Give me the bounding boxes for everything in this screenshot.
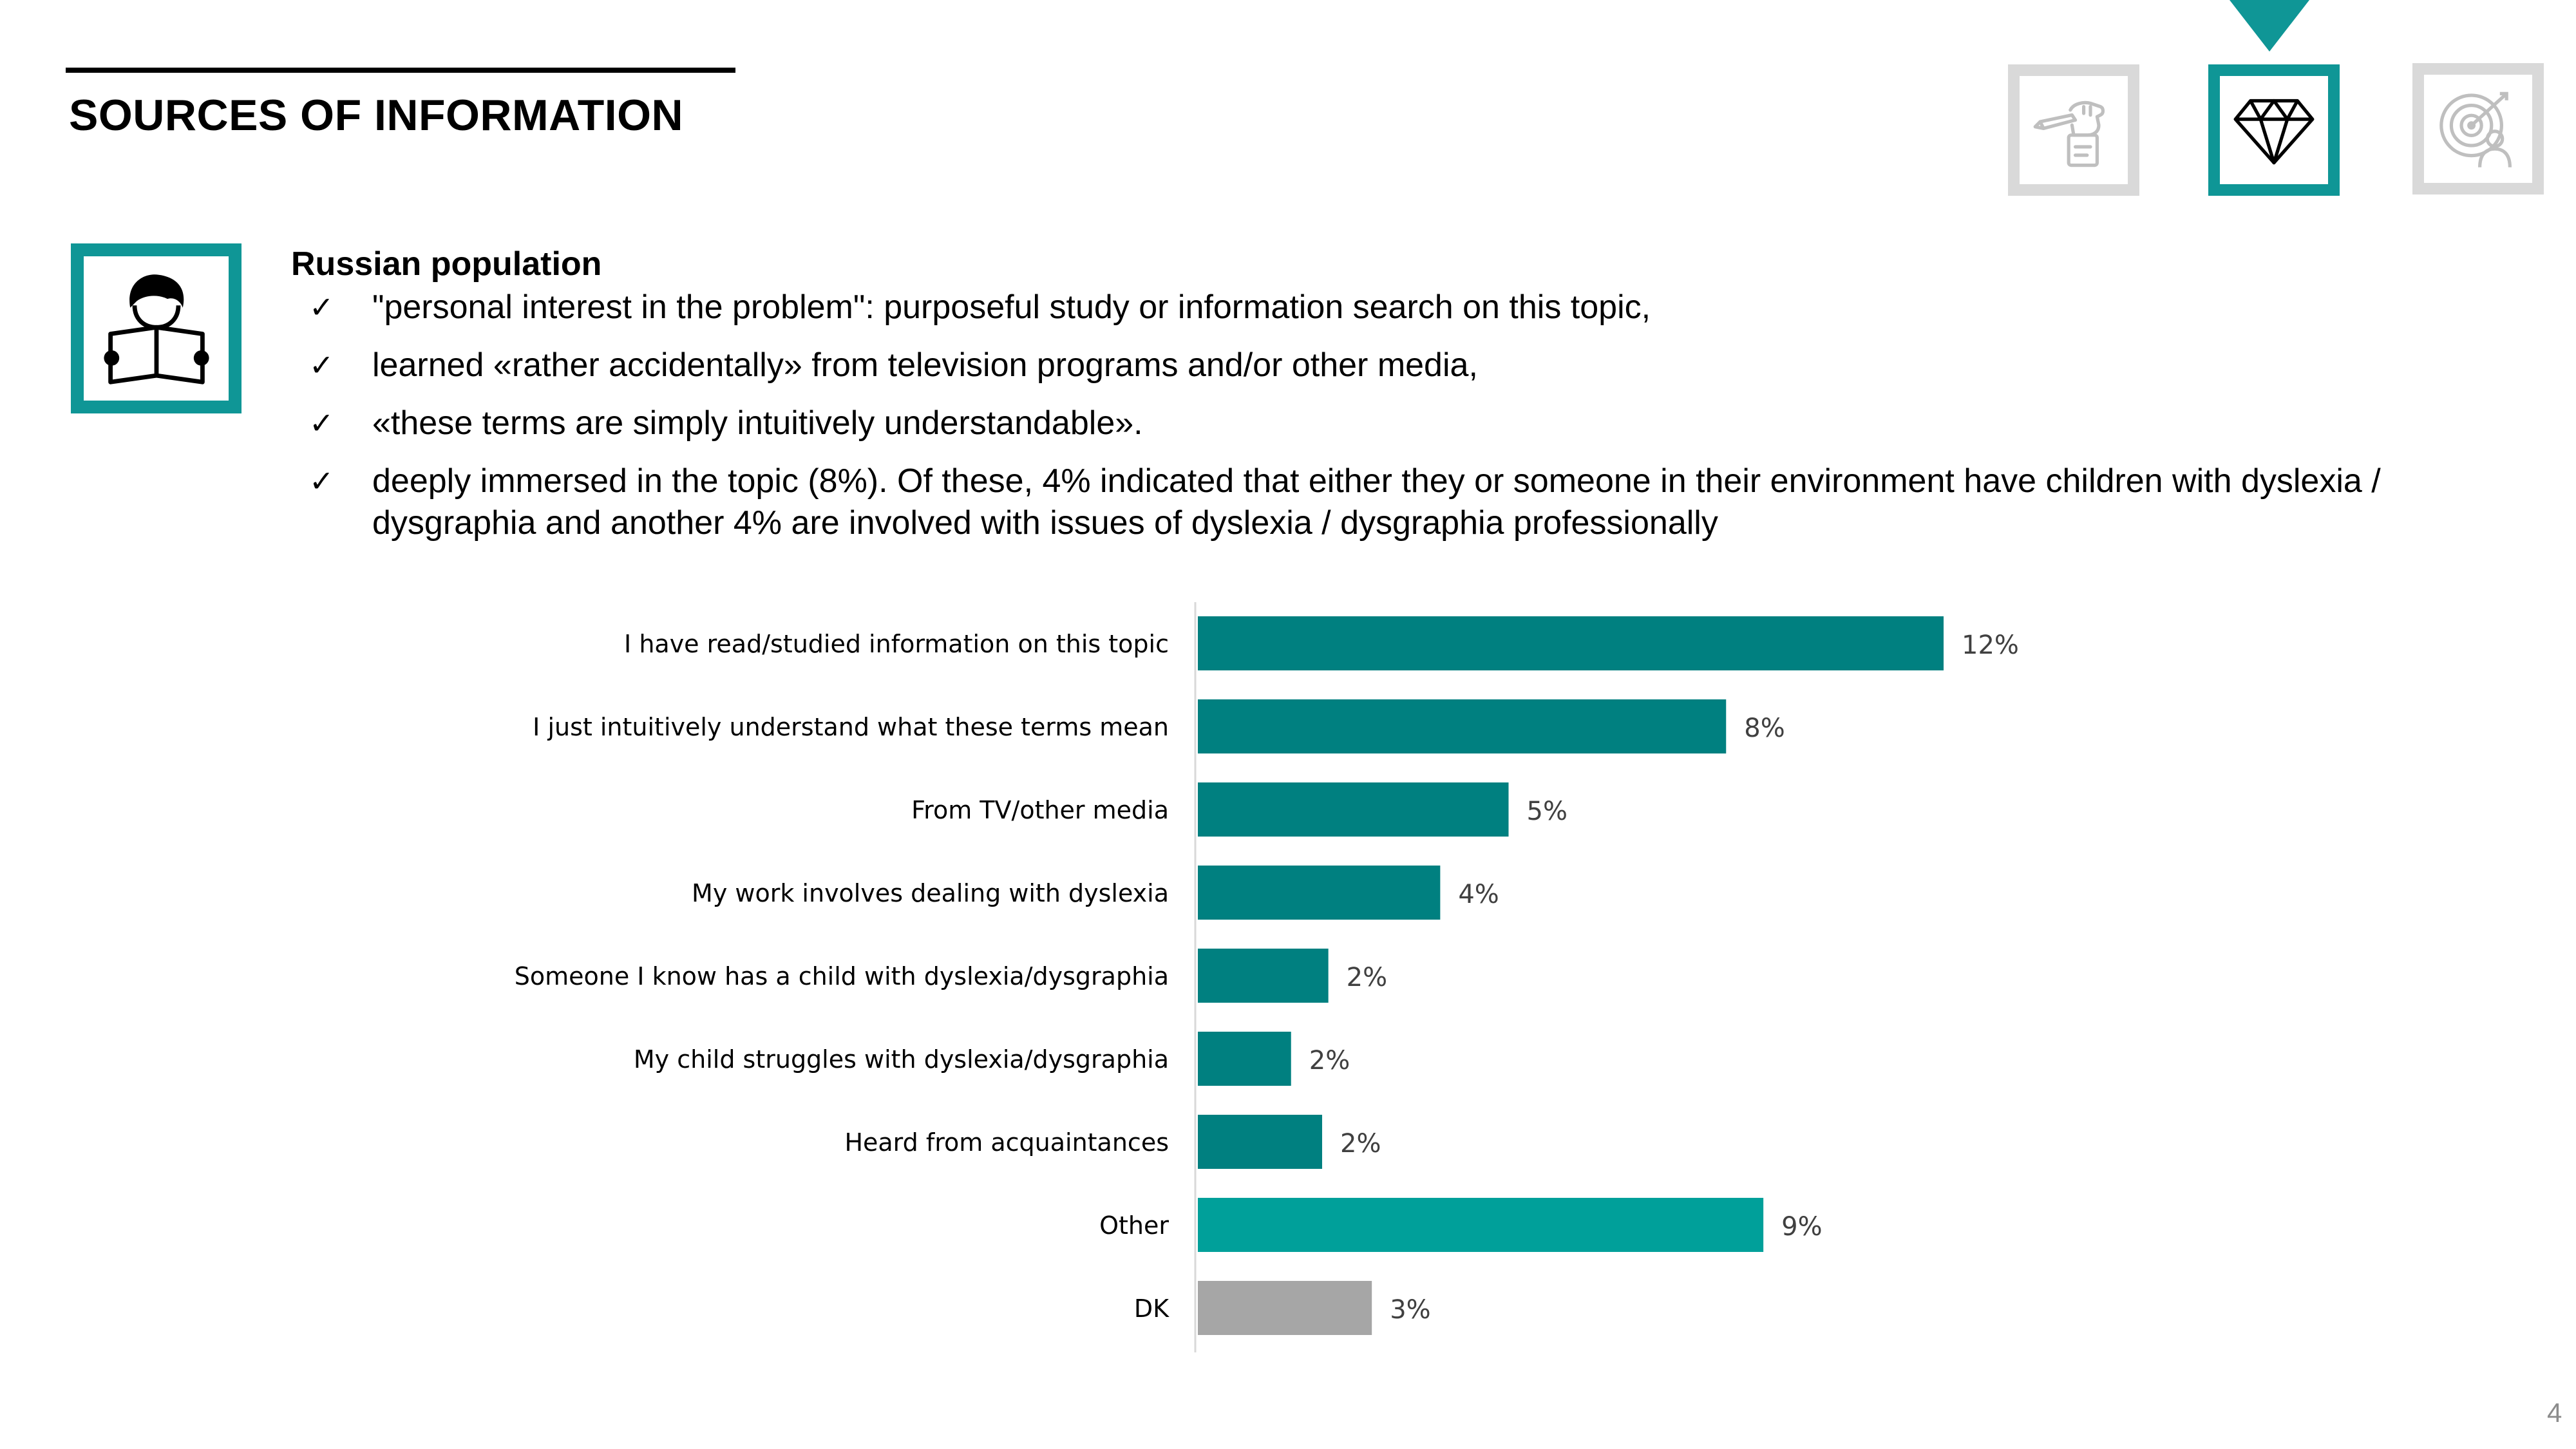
bar (1198, 866, 1441, 920)
value-label: 2% (1309, 1046, 1350, 1075)
category-label: My child struggles with dyslexia/dysgrap… (634, 1045, 1169, 1074)
bar (1198, 782, 1509, 837)
bullet-text: «these terms are simply intuitively unde… (372, 404, 1143, 442)
section-heading: Russian population (291, 245, 602, 283)
category-label: From TV/other media (911, 796, 1169, 824)
bar (1198, 1032, 1291, 1086)
value-label: 2% (1347, 963, 1387, 992)
category-label: Heard from acquaintances (844, 1128, 1169, 1157)
bullet-item: ✓ «these terms are simply intuitively und… (309, 402, 2531, 444)
nav-hand-pen[interactable] (2008, 64, 2139, 196)
bar (1198, 1281, 1372, 1335)
bar (1198, 616, 1944, 670)
nav-target[interactable] (2412, 63, 2544, 194)
category-label: My work involves dealing with dyslexia (692, 879, 1169, 907)
bullet-list: ✓ "personal interest in the problem": pur… (309, 287, 2531, 560)
bar (1198, 699, 1727, 753)
check-icon: ✓ (309, 406, 334, 440)
category-label: I just intuitively understand what these… (533, 713, 1169, 741)
page-number: 4 (2547, 1397, 2562, 1428)
check-icon: ✓ (309, 290, 334, 325)
category-label: Other (1099, 1211, 1169, 1240)
bullet-item: ✓ learned «rather accidentally» from tele… (309, 345, 2531, 386)
reader-icon-box (71, 243, 242, 413)
bullet-text: deeply immersed in the topic (8%). Of th… (372, 462, 2381, 542)
page-title: SOURCES OF INFORMATION (69, 91, 684, 140)
diamond-icon (2233, 99, 2315, 165)
hand-pen-icon (2033, 100, 2105, 167)
value-label: 5% (1527, 797, 1567, 826)
category-label: DK (1134, 1294, 1170, 1323)
value-label: 2% (1340, 1129, 1381, 1159)
person-reading-book-icon (103, 274, 209, 384)
target-person-icon (2439, 91, 2512, 167)
title-rule (66, 68, 735, 73)
category-label: I have read/studied information on this … (624, 630, 1169, 658)
bullet-item: ✓ deeply immersed in the topic (8%). Of t… (309, 460, 2531, 544)
value-label: 4% (1458, 880, 1499, 909)
value-label: 8% (1744, 714, 1785, 743)
check-icon: ✓ (309, 464, 334, 498)
value-label: 9% (1781, 1212, 1822, 1242)
bullet-item: ✓ "personal interest in the problem": pur… (309, 287, 2531, 328)
active-section-pointer (2230, 0, 2309, 52)
check-icon: ✓ (309, 348, 334, 383)
bullet-text: "personal interest in the problem": purp… (372, 289, 1651, 326)
value-label: 3% (1390, 1295, 1430, 1325)
bullet-text: learned «rather accidentally» from telev… (372, 346, 1478, 384)
nav-diamond[interactable] (2208, 64, 2340, 196)
bar (1198, 949, 1329, 1003)
category-label: Someone I know has a child with dyslexia… (515, 962, 1169, 990)
value-label: 12% (1962, 630, 2019, 660)
bar (1198, 1115, 1322, 1169)
bar (1198, 1198, 1764, 1252)
